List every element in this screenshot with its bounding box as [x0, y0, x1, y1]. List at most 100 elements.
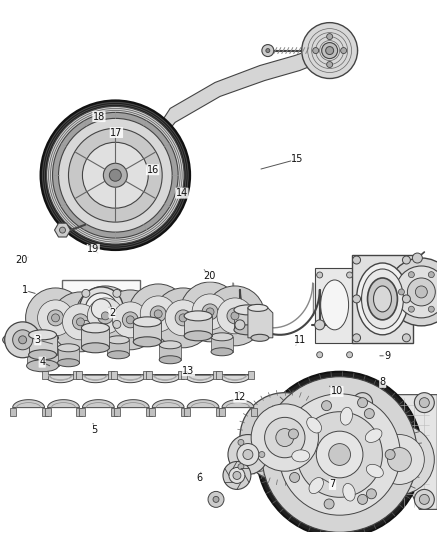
- Polygon shape: [184, 375, 216, 383]
- Polygon shape: [152, 400, 184, 408]
- Circle shape: [407, 278, 435, 306]
- Text: 9: 9: [384, 351, 390, 361]
- Circle shape: [154, 310, 162, 318]
- Ellipse shape: [159, 356, 181, 364]
- Ellipse shape: [366, 464, 383, 478]
- Bar: [111, 371, 117, 379]
- Circle shape: [314, 320, 325, 330]
- Circle shape: [317, 272, 323, 278]
- Circle shape: [326, 46, 334, 54]
- Ellipse shape: [128, 316, 188, 328]
- Circle shape: [113, 320, 121, 328]
- Circle shape: [399, 289, 404, 295]
- Polygon shape: [133, 322, 161, 342]
- Text: 6: 6: [196, 473, 202, 483]
- Circle shape: [100, 290, 160, 350]
- Circle shape: [279, 394, 400, 515]
- Polygon shape: [117, 400, 149, 408]
- Bar: [45, 408, 50, 416]
- Ellipse shape: [28, 330, 57, 340]
- Polygon shape: [222, 400, 254, 408]
- Bar: [352, 255, 413, 343]
- Text: 8: 8: [380, 377, 386, 387]
- Circle shape: [126, 316, 134, 324]
- Ellipse shape: [81, 343, 110, 353]
- Ellipse shape: [357, 263, 408, 335]
- Bar: [79, 408, 85, 416]
- Circle shape: [289, 429, 298, 439]
- Circle shape: [259, 451, 265, 457]
- Ellipse shape: [153, 320, 213, 332]
- Circle shape: [235, 320, 245, 330]
- Circle shape: [150, 306, 166, 322]
- Bar: [111, 408, 117, 416]
- Bar: [219, 408, 225, 416]
- Ellipse shape: [321, 280, 349, 330]
- Ellipse shape: [211, 333, 233, 341]
- Bar: [251, 408, 257, 416]
- Circle shape: [52, 314, 60, 322]
- Circle shape: [414, 393, 434, 413]
- Polygon shape: [355, 394, 437, 510]
- Ellipse shape: [133, 337, 161, 347]
- Ellipse shape: [343, 483, 355, 501]
- Circle shape: [324, 499, 334, 509]
- Ellipse shape: [81, 323, 110, 333]
- Circle shape: [346, 352, 353, 358]
- Bar: [10, 408, 16, 416]
- Circle shape: [113, 289, 121, 297]
- Circle shape: [82, 320, 90, 328]
- Circle shape: [302, 22, 357, 78]
- Text: 15: 15: [291, 154, 304, 164]
- Circle shape: [97, 308, 113, 324]
- Bar: [248, 371, 254, 379]
- Bar: [42, 408, 48, 416]
- Polygon shape: [248, 308, 273, 338]
- Circle shape: [243, 449, 253, 459]
- Circle shape: [82, 289, 90, 297]
- Circle shape: [101, 312, 110, 320]
- Polygon shape: [234, 310, 262, 330]
- Circle shape: [262, 45, 274, 56]
- Text: 20: 20: [203, 271, 215, 281]
- Ellipse shape: [292, 450, 310, 462]
- Ellipse shape: [251, 334, 269, 341]
- Circle shape: [213, 496, 219, 503]
- Circle shape: [403, 334, 410, 342]
- Text: 19: 19: [87, 245, 99, 254]
- Circle shape: [5, 322, 41, 358]
- Circle shape: [388, 448, 411, 472]
- Circle shape: [353, 393, 372, 413]
- Text: 18: 18: [93, 111, 105, 122]
- Ellipse shape: [365, 429, 382, 442]
- Circle shape: [25, 288, 85, 348]
- Polygon shape: [149, 375, 181, 383]
- Ellipse shape: [159, 341, 181, 349]
- Circle shape: [217, 298, 253, 334]
- Text: 4: 4: [39, 357, 45, 367]
- Ellipse shape: [184, 311, 212, 321]
- Circle shape: [238, 464, 244, 470]
- Text: 12: 12: [234, 392, 246, 402]
- Circle shape: [297, 411, 382, 497]
- Circle shape: [428, 306, 434, 312]
- Circle shape: [385, 449, 395, 459]
- Circle shape: [396, 266, 438, 318]
- Ellipse shape: [234, 325, 262, 335]
- Bar: [181, 408, 187, 416]
- Circle shape: [357, 495, 367, 504]
- Circle shape: [341, 47, 346, 53]
- Circle shape: [179, 314, 187, 322]
- Circle shape: [88, 298, 124, 334]
- Ellipse shape: [302, 41, 357, 61]
- Ellipse shape: [374, 286, 392, 312]
- Circle shape: [48, 310, 64, 326]
- Circle shape: [414, 489, 434, 510]
- Ellipse shape: [107, 351, 129, 359]
- Circle shape: [364, 425, 434, 495]
- Circle shape: [353, 489, 372, 510]
- Bar: [77, 408, 82, 416]
- Circle shape: [41, 100, 190, 250]
- Circle shape: [180, 282, 240, 342]
- Circle shape: [364, 409, 374, 418]
